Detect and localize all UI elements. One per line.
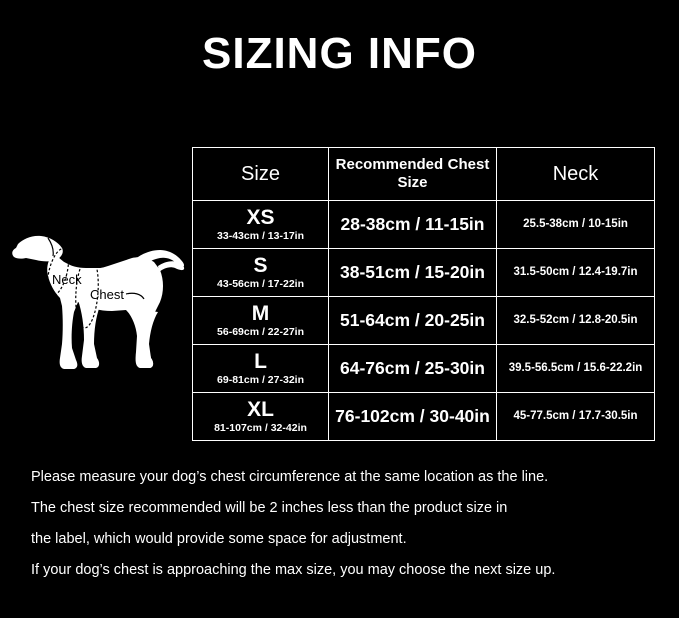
- header-size: Size: [192, 147, 329, 201]
- dog-silhouette: [12, 235, 185, 369]
- table-header-row: Size Recommended Chest Size Neck: [192, 147, 655, 201]
- header-size-label: Size: [241, 162, 280, 185]
- chest-range: 76-102cm / 30-40in: [335, 405, 490, 426]
- table-row: XL 81-107cm / 32-42in 76-102cm / 30-40in…: [192, 392, 655, 441]
- note-line: If your dog’s chest is approaching the m…: [31, 562, 556, 578]
- chest-range: 38-51cm / 15-20in: [340, 261, 485, 282]
- neck-range: 39.5-56.5cm / 15.6-22.2in: [508, 362, 643, 375]
- size-range: 81-107cm / 32-42in: [214, 421, 307, 434]
- sizing-table: Size Recommended Chest Size Neck XS 33-4…: [192, 147, 655, 441]
- table-row: XS 33-43cm / 13-17in 28-38cm / 11-15in 2…: [192, 200, 655, 249]
- size-range: 56-69cm / 22-27in: [217, 325, 304, 338]
- size-name: XS: [246, 205, 275, 229]
- header-chest-label-line1: Recommended: [335, 156, 444, 173]
- chest-range: 28-38cm / 11-15in: [340, 213, 485, 234]
- neck-measure-ellipse: [46, 248, 70, 296]
- cell-neck: 32.5-52cm / 12.8-20.5in: [496, 296, 655, 345]
- cell-chest: 51-64cm / 20-25in: [328, 296, 497, 345]
- size-name: L: [254, 349, 267, 373]
- cell-chest: 28-38cm / 11-15in: [328, 200, 497, 249]
- cell-chest: 64-76cm / 25-30in: [328, 344, 497, 393]
- chest-range: 64-76cm / 25-30in: [340, 357, 485, 378]
- measurement-lines: [46, 237, 145, 329]
- neck-range: 25.5-38cm / 10-15in: [523, 218, 628, 231]
- note-line: the label, which would provide some spac…: [31, 531, 407, 547]
- neck-label: Neck: [52, 272, 82, 287]
- cell-neck: 31.5-50cm / 12.4-19.7in: [496, 248, 655, 297]
- header-chest-label-line2: Chest Size: [397, 156, 490, 191]
- cell-neck: 45-77.5cm / 17.7-30.5in: [496, 392, 655, 441]
- notes-block: Please measure your dog’s chest circumfe…: [31, 462, 651, 586]
- header-neck: Neck: [496, 147, 655, 201]
- cell-size: L 69-81cm / 27-32in: [192, 344, 329, 393]
- size-name: M: [251, 301, 270, 325]
- cell-neck: 39.5-56.5cm / 15.6-22.2in: [496, 344, 655, 393]
- size-range: 43-56cm / 17-22in: [217, 277, 304, 290]
- table-row: S 43-56cm / 17-22in 38-51cm / 15-20in 31…: [192, 248, 655, 297]
- chest-range: 51-64cm / 20-25in: [340, 309, 485, 330]
- dog-illustration: Neck Chest: [8, 222, 188, 382]
- cell-chest: 38-51cm / 15-20in: [328, 248, 497, 297]
- table-row: L 69-81cm / 27-32in 64-76cm / 25-30in 39…: [192, 344, 655, 393]
- size-range: 69-81cm / 27-32in: [217, 373, 304, 386]
- size-name: S: [253, 253, 268, 277]
- haunch-detail-line: [125, 292, 145, 300]
- ear-detail-line: [47, 237, 54, 257]
- cell-neck: 25.5-38cm / 10-15in: [496, 200, 655, 249]
- cell-chest: 76-102cm / 30-40in: [328, 392, 497, 441]
- header-neck-label: Neck: [552, 162, 599, 185]
- cell-size: S 43-56cm / 17-22in: [192, 248, 329, 297]
- header-chest: Recommended Chest Size: [328, 147, 497, 201]
- chest-label: Chest: [90, 287, 124, 302]
- cell-size: XL 81-107cm / 32-42in: [192, 392, 329, 441]
- table-row: M 56-69cm / 22-27in 51-64cm / 20-25in 32…: [192, 296, 655, 345]
- neck-range: 31.5-50cm / 12.4-19.7in: [513, 266, 638, 279]
- size-range: 33-43cm / 13-17in: [217, 229, 304, 242]
- cell-size: XS 33-43cm / 13-17in: [192, 200, 329, 249]
- note-line: The chest size recommended will be 2 inc…: [31, 500, 508, 516]
- page-title: SIZING INFO: [202, 29, 477, 78]
- chest-measure-ellipse: [75, 255, 99, 329]
- note-line: Please measure your dog’s chest circumfe…: [31, 469, 549, 485]
- neck-range: 45-77.5cm / 17.7-30.5in: [513, 410, 638, 423]
- cell-size: M 56-69cm / 22-27in: [192, 296, 329, 345]
- size-name: XL: [247, 397, 274, 421]
- neck-range: 32.5-52cm / 12.8-20.5in: [513, 314, 638, 327]
